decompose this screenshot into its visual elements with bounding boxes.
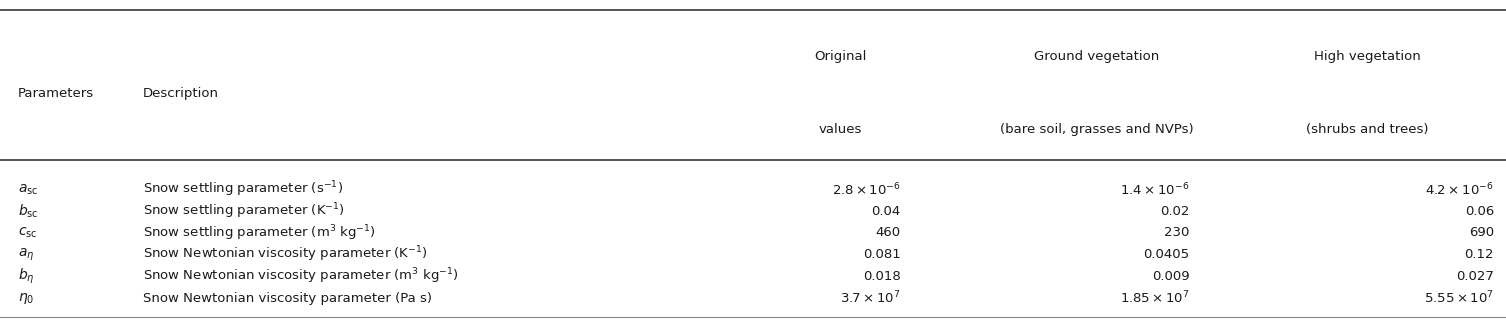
Text: $3.7 \times 10^{7}$: $3.7 \times 10^{7}$	[840, 290, 901, 307]
Text: Ground vegetation: Ground vegetation	[1033, 50, 1160, 63]
Text: values: values	[819, 123, 861, 136]
Text: Snow Newtonian viscosity parameter (m$^3$ kg$^{-1}$): Snow Newtonian viscosity parameter (m$^3…	[143, 267, 459, 286]
Text: $c_\mathrm{sc}$: $c_\mathrm{sc}$	[18, 226, 38, 240]
Text: Snow Newtonian viscosity parameter (K$^{-1}$): Snow Newtonian viscosity parameter (K$^{…	[143, 245, 428, 264]
Text: Snow settling parameter (K$^{-1}$): Snow settling parameter (K$^{-1}$)	[143, 202, 345, 221]
Text: 0.06: 0.06	[1465, 205, 1494, 218]
Text: 0.0405: 0.0405	[1143, 248, 1190, 261]
Text: $5.55 \times 10^{7}$: $5.55 \times 10^{7}$	[1425, 290, 1494, 307]
Text: 0.12: 0.12	[1464, 248, 1494, 261]
Text: 0.027: 0.027	[1456, 270, 1494, 283]
Text: 690: 690	[1468, 226, 1494, 239]
Text: $2.8 \times 10^{-6}$: $2.8 \times 10^{-6}$	[831, 181, 901, 198]
Text: $4.2 \times 10^{-6}$: $4.2 \times 10^{-6}$	[1425, 181, 1494, 198]
Text: $b_\mathrm{sc}$: $b_\mathrm{sc}$	[18, 202, 39, 220]
Text: 460: 460	[875, 226, 901, 239]
Text: Snow settling parameter (s$^{-1}$): Snow settling parameter (s$^{-1}$)	[143, 180, 343, 199]
Text: 0.009: 0.009	[1152, 270, 1190, 283]
Text: (shrubs and trees): (shrubs and trees)	[1306, 123, 1429, 136]
Text: High vegetation: High vegetation	[1315, 50, 1420, 63]
Text: Snow Newtonian viscosity parameter (Pa s): Snow Newtonian viscosity parameter (Pa s…	[143, 292, 432, 305]
Text: 230: 230	[1164, 226, 1190, 239]
Text: $b_\eta$: $b_\eta$	[18, 267, 35, 286]
Text: Description: Description	[143, 87, 218, 100]
Text: 0.081: 0.081	[863, 248, 901, 261]
Text: $1.85 \times 10^{7}$: $1.85 \times 10^{7}$	[1120, 290, 1190, 307]
Text: Snow settling parameter (m$^3$ kg$^{-1}$): Snow settling parameter (m$^3$ kg$^{-1}$…	[143, 223, 376, 243]
Text: Parameters: Parameters	[18, 87, 95, 100]
Text: (bare soil, grasses and NVPs): (bare soil, grasses and NVPs)	[1000, 123, 1193, 136]
Text: Original: Original	[815, 50, 866, 63]
Text: $a_\mathrm{sc}$: $a_\mathrm{sc}$	[18, 182, 38, 197]
Text: $a_\eta$: $a_\eta$	[18, 247, 35, 263]
Text: 0.04: 0.04	[872, 205, 901, 218]
Text: 0.018: 0.018	[863, 270, 901, 283]
Text: 0.02: 0.02	[1160, 205, 1190, 218]
Text: $\eta_0$: $\eta_0$	[18, 291, 35, 306]
Text: $1.4 \times 10^{-6}$: $1.4 \times 10^{-6}$	[1120, 181, 1190, 198]
